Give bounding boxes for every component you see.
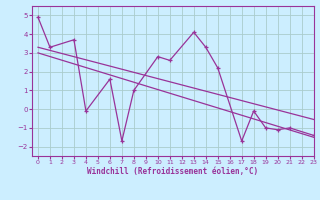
- X-axis label: Windchill (Refroidissement éolien,°C): Windchill (Refroidissement éolien,°C): [87, 167, 258, 176]
